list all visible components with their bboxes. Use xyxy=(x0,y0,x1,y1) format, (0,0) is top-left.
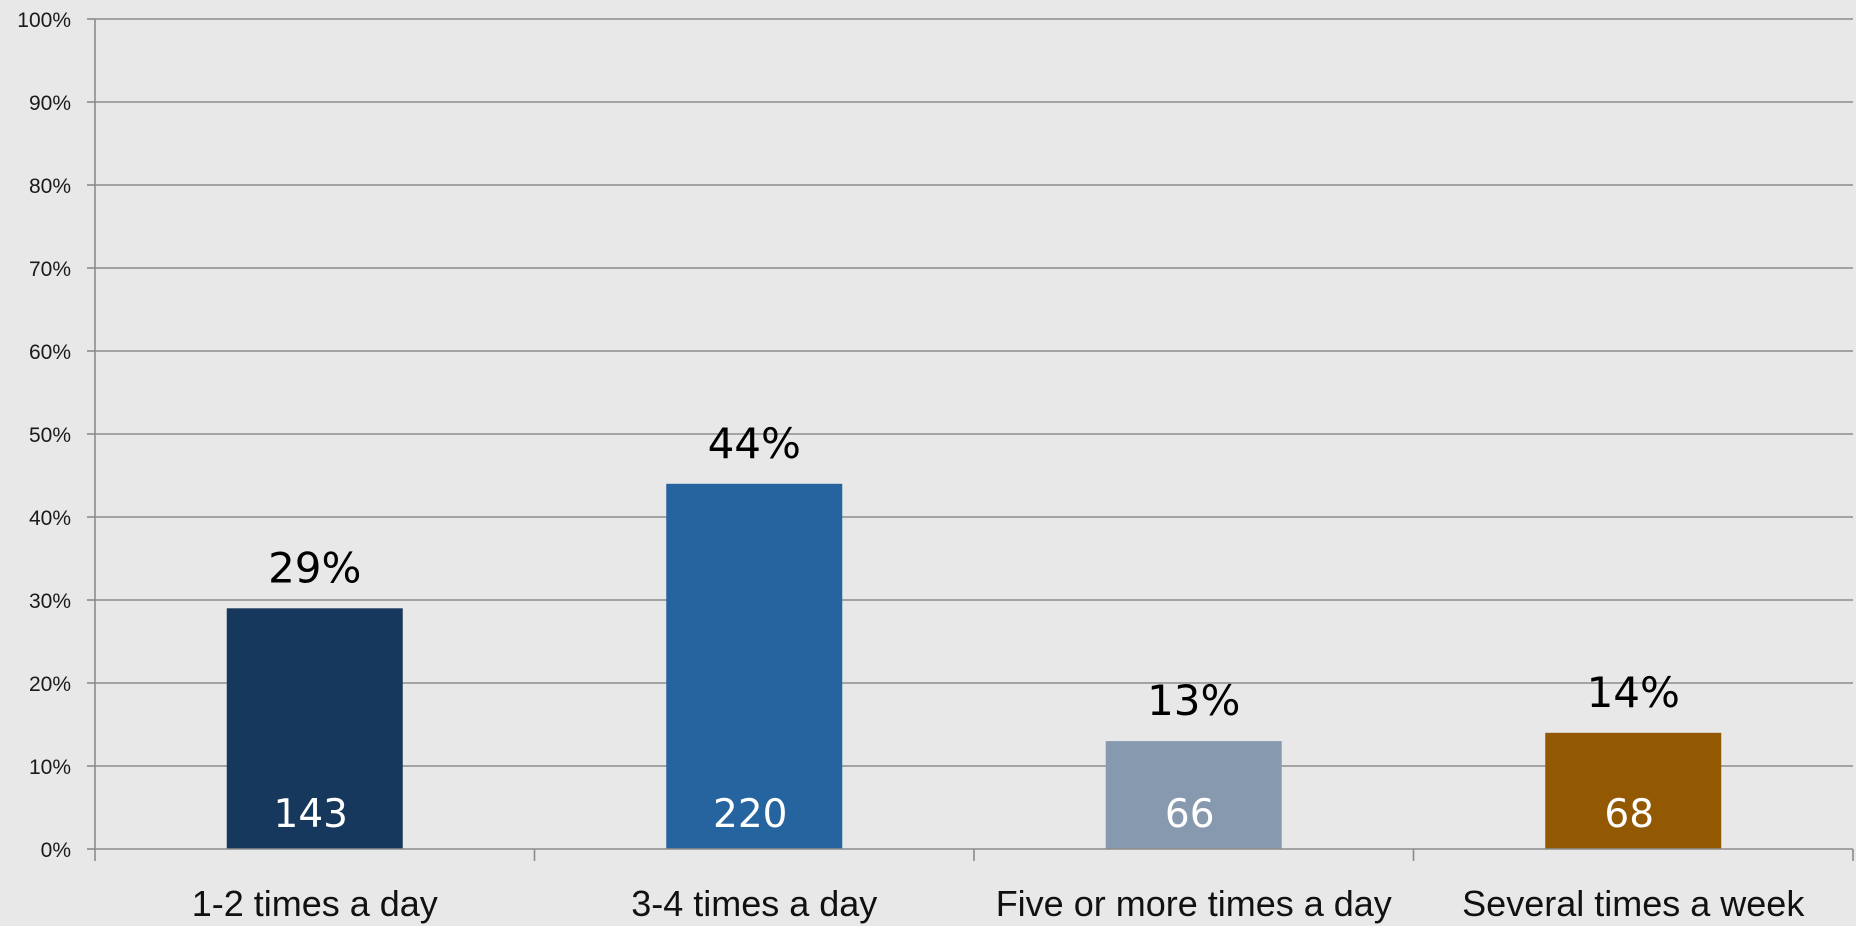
bar-percent-label: 14% xyxy=(1587,668,1680,717)
y-tick-label: 80% xyxy=(29,175,71,198)
y-tick-label: 0% xyxy=(41,839,71,862)
bar-percent-label: 13% xyxy=(1147,676,1240,725)
bar-count-label: 68 xyxy=(1604,792,1654,837)
y-tick-label: 50% xyxy=(29,424,71,447)
y-tick-label: 30% xyxy=(29,590,71,613)
bar-count-label: 220 xyxy=(713,792,787,837)
axes xyxy=(87,18,1854,861)
bar xyxy=(666,483,843,849)
x-category-label: Several times a week xyxy=(1462,883,1805,924)
bar xyxy=(1545,732,1722,849)
y-tick-label: 90% xyxy=(29,92,71,115)
x-category-label: Five or more times a day xyxy=(996,883,1392,924)
y-tick-label: 100% xyxy=(17,9,71,32)
y-tick-label: 40% xyxy=(29,507,71,530)
y-tick-label: 10% xyxy=(29,756,71,779)
bar-count-label: 66 xyxy=(1165,792,1215,837)
y-tick-label: 70% xyxy=(29,258,71,281)
y-tick-label: 20% xyxy=(29,673,71,696)
bar-count-label: 143 xyxy=(274,792,348,837)
bar-percent-label: 29% xyxy=(268,543,361,592)
bar xyxy=(1105,741,1282,849)
x-category-label: 3-4 times a day xyxy=(631,883,877,924)
bar-percent-label: 44% xyxy=(708,419,801,468)
y-tick-label: 60% xyxy=(29,341,71,364)
labels: 0% 10% 20% 30% 40% 50% 60% 70% 80% 90% 100% 29% 143 1… xyxy=(17,9,1805,924)
bars xyxy=(226,483,1722,849)
x-category-label: 1-2 times a day xyxy=(192,883,438,924)
bar xyxy=(226,608,403,849)
